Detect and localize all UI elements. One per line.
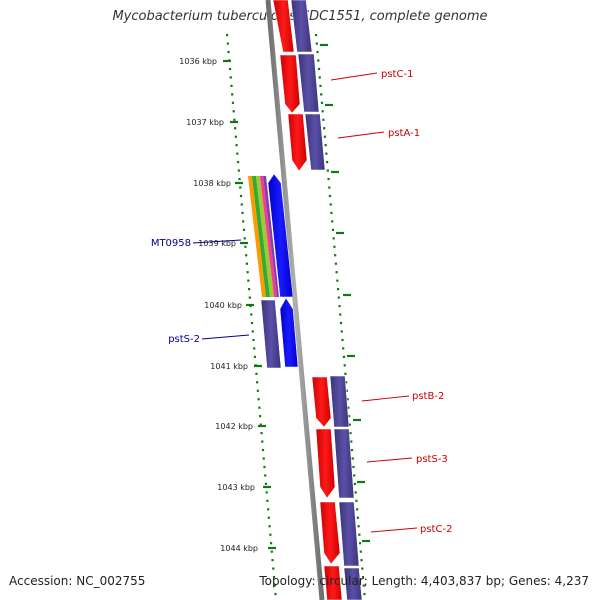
gene-cluster-bottom [311, 375, 363, 600]
multicolor-stripe-pink [260, 176, 277, 297]
tick-label-1036: 1036 kbp [179, 57, 217, 66]
leader-pstA-1 [337, 131, 385, 139]
tick-label-1037: 1037 kbp [186, 118, 224, 127]
tick-label-1042: 1042 kbp [215, 422, 253, 431]
cds-block-pstA-1-upper[interactable] [297, 53, 320, 113]
cds-block-pstA-1[interactable] [304, 113, 326, 171]
gene-cluster-top [272, 0, 326, 172]
label-leaders [192, 72, 418, 533]
cds-block-pstB-2[interactable] [329, 375, 350, 428]
leader-MT0958 [192, 239, 242, 244]
genome-stats-text: Topology: circular; Length: 4,403,837 bp… [259, 574, 589, 588]
leader-pstB-2 [361, 395, 410, 402]
gene-label-pstS-2[interactable]: pstS-2 [168, 334, 200, 345]
gene-arrow-pstS-3[interactable] [315, 428, 336, 499]
tick-label-1039: 1039 kbp [198, 239, 236, 248]
gene-arrow-MT0958[interactable] [267, 173, 294, 298]
tick-marks [223, 59, 276, 550]
multicolor-stripe-purple [263, 176, 279, 297]
gene-label-pstC-1[interactable]: pstC-1 [381, 69, 413, 80]
tick-label-1044: 1044 kbp [220, 544, 258, 553]
gene-label-pstA-1[interactable]: pstA-1 [388, 128, 420, 139]
gene-arrow-pstC-2[interactable] [319, 501, 341, 565]
leader-pstS-3 [366, 457, 413, 463]
tick-label-1038: 1038 kbp [193, 179, 231, 188]
multicolor-stripe-orange [248, 176, 266, 297]
leader-pstC-2 [370, 527, 418, 533]
gene-label-pstS-3[interactable]: pstS-3 [416, 454, 448, 465]
gene-label-pstB-2[interactable]: pstB-2 [412, 391, 444, 402]
tick-label-1041: 1041 kbp [210, 362, 248, 371]
gene-label-MT0958[interactable]: MT0958 [151, 238, 191, 249]
inner-dotted-track [314, 33, 367, 600]
tick-label-1040: 1040 kbp [204, 301, 242, 310]
cds-block-pstC-1[interactable] [290, 0, 313, 53]
tick-label-1043: 1043 kbp [217, 483, 255, 492]
genome-backbone [265, 0, 325, 600]
cds-block-lower[interactable] [343, 567, 363, 600]
inner-tick-marks [320, 43, 370, 543]
gene-label-pstC-2[interactable]: pstC-2 [420, 524, 452, 535]
leader-pstC-1 [330, 72, 378, 81]
gene-arrow-lower[interactable] [323, 565, 343, 600]
gene-arrow-pstA-1[interactable] [287, 113, 308, 172]
cds-block-pstS-3[interactable] [333, 428, 355, 499]
cds-block-pstC-2[interactable] [338, 501, 360, 567]
gene-arrow-pstC-1[interactable] [272, 0, 295, 53]
gene-cluster-middle [248, 173, 299, 369]
accession-text: Accession: NC_002755 [9, 574, 146, 588]
gene-arrow-pstB-2[interactable] [311, 376, 332, 428]
cds-block-pstS-2[interactable] [260, 299, 282, 369]
multicolor-stripe-olive [256, 176, 274, 297]
gene-arrow-pstS-2[interactable] [279, 297, 299, 368]
outer-dotted-track [225, 33, 278, 600]
leader-pstS-2 [201, 334, 250, 340]
multicolor-stripe-green [252, 176, 270, 297]
gene-arrow-pstA-1-upper[interactable] [279, 54, 301, 114]
